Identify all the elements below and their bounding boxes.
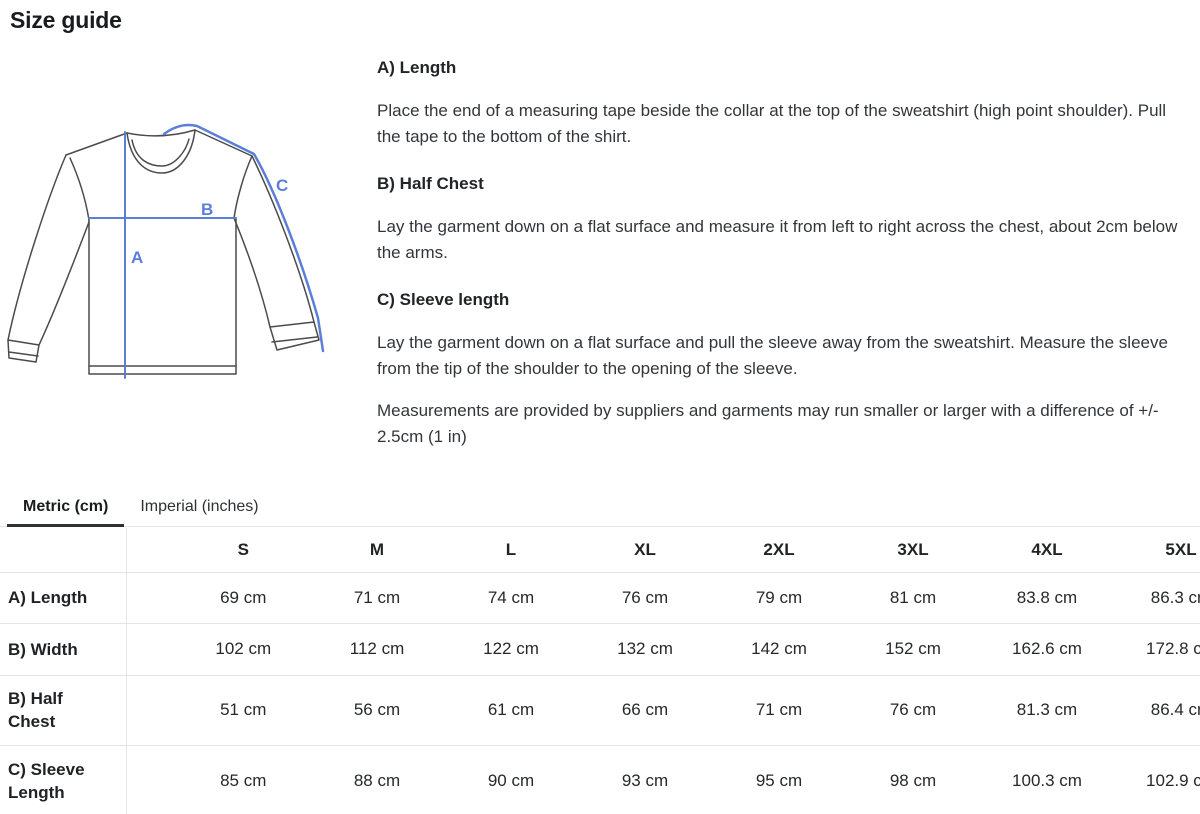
size-header-s: S bbox=[126, 528, 310, 573]
cell: 81 cm bbox=[846, 572, 980, 624]
size-header-m: M bbox=[310, 528, 444, 573]
row-label: C) Sleeve Length bbox=[0, 745, 127, 814]
cell: 69 cm bbox=[126, 572, 310, 624]
size-header-5xl: 5XL bbox=[1114, 528, 1200, 573]
measurement-labels: A B C bbox=[131, 176, 288, 267]
size-header-2xl: 2XL bbox=[712, 528, 846, 573]
sweatshirt-illustration: A B C bbox=[7, 123, 325, 379]
row-label: A) Length bbox=[0, 572, 127, 624]
cell: 98 cm bbox=[846, 745, 980, 814]
row-label: B) Half Chest bbox=[0, 675, 127, 746]
section-a-heading: A) Length bbox=[377, 58, 457, 77]
table-row-width: B) Width 102 cm 112 cm 122 cm 132 cm 142… bbox=[0, 623, 1200, 676]
tab-metric-cm[interactable]: Metric (cm) bbox=[7, 477, 125, 527]
section-b-body: Lay the garment down on a flat surface a… bbox=[377, 217, 1178, 262]
cell: 100.3 cm bbox=[980, 745, 1114, 814]
cell: 88 cm bbox=[310, 745, 444, 814]
size-header-4xl: 4XL bbox=[980, 528, 1114, 573]
cell: 122 cm bbox=[444, 623, 578, 676]
size-header-xl: XL bbox=[578, 528, 712, 573]
label-b: B bbox=[201, 200, 213, 219]
section-c-heading: C) Sleeve length bbox=[377, 290, 510, 309]
size-table-container: S M L XL 2XL 3XL 4XL 5XL A) Length 69 cm… bbox=[0, 528, 1200, 814]
cell: 86.3 cm bbox=[1114, 572, 1200, 624]
cell: 81.3 cm bbox=[980, 675, 1114, 746]
table-row-half-chest: B) Half Chest 51 cm 56 cm 61 cm 66 cm 71… bbox=[0, 675, 1200, 746]
section-b-heading: B) Half Chest bbox=[377, 174, 484, 193]
cell: 85 cm bbox=[126, 745, 310, 814]
measure-line-c bbox=[162, 123, 325, 353]
cell: 132 cm bbox=[578, 623, 712, 676]
row-label: B) Width bbox=[0, 623, 127, 676]
cell: 142 cm bbox=[712, 623, 846, 676]
cell: 74 cm bbox=[444, 572, 578, 624]
cell: 51 cm bbox=[126, 675, 310, 746]
size-table: S M L XL 2XL 3XL 4XL 5XL A) Length 69 cm… bbox=[0, 528, 1200, 814]
cell: 162.6 cm bbox=[980, 623, 1114, 676]
corner-cell bbox=[0, 528, 127, 573]
cell: 86.4 cm bbox=[1114, 675, 1200, 746]
instructions: A) Length Place the end of a measuring t… bbox=[377, 55, 1184, 449]
cell: 152 cm bbox=[846, 623, 980, 676]
cell: 71 cm bbox=[310, 572, 444, 624]
page-title: Size guide bbox=[10, 7, 122, 33]
sweatshirt-diagram: A B C bbox=[0, 112, 345, 404]
cell: 83.8 cm bbox=[980, 572, 1114, 624]
label-c: C bbox=[276, 176, 288, 195]
cell: 102 cm bbox=[126, 623, 310, 676]
size-header-l: L bbox=[444, 528, 578, 573]
cell: 112 cm bbox=[310, 623, 444, 676]
size-header-row: S M L XL 2XL 3XL 4XL 5XL bbox=[0, 528, 1200, 573]
section-a-body: Place the end of a measuring tape beside… bbox=[377, 101, 1167, 146]
cell: 79 cm bbox=[712, 572, 846, 624]
cell: 56 cm bbox=[310, 675, 444, 746]
table-row-sleeve-length: C) Sleeve Length 85 cm 88 cm 90 cm 93 cm… bbox=[0, 745, 1200, 814]
unit-tabs: Metric (cm) Imperial (inches) bbox=[0, 477, 1200, 527]
cell: 61 cm bbox=[444, 675, 578, 746]
cell: 172.8 cm bbox=[1114, 623, 1200, 676]
garment-outline bbox=[7, 129, 320, 375]
supplier-note: Measurements are provided by suppliers a… bbox=[377, 401, 1159, 446]
cell: 76 cm bbox=[578, 572, 712, 624]
cell: 102.9 cm bbox=[1114, 745, 1200, 814]
tab-imperial-inches[interactable]: Imperial (inches) bbox=[124, 477, 274, 527]
table-row-length: A) Length 69 cm 71 cm 74 cm 76 cm 79 cm … bbox=[0, 572, 1200, 624]
measurement-lines bbox=[88, 123, 325, 379]
cell: 66 cm bbox=[578, 675, 712, 746]
cell: 90 cm bbox=[444, 745, 578, 814]
label-a: A bbox=[131, 248, 143, 267]
cell: 93 cm bbox=[578, 745, 712, 814]
section-c-body: Lay the garment down on a flat surface a… bbox=[377, 333, 1168, 378]
cell: 95 cm bbox=[712, 745, 846, 814]
size-header-3xl: 3XL bbox=[846, 528, 980, 573]
cell: 71 cm bbox=[712, 675, 846, 746]
cell: 76 cm bbox=[846, 675, 980, 746]
